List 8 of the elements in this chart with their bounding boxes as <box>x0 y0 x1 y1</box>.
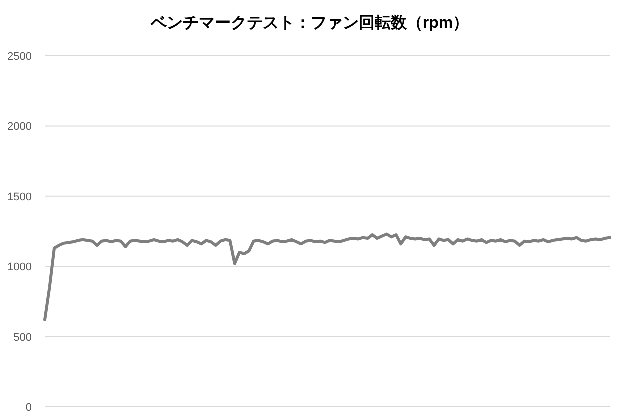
y-tick-label: 1000 <box>8 262 32 274</box>
y-tick-label: 2500 <box>8 51 32 63</box>
y-tick-label: 1500 <box>8 191 32 204</box>
y-tick-label: 0 <box>26 402 32 414</box>
chart-title: ベンチマークテスト：ファン回転数（rpm） <box>150 14 470 32</box>
y-tick-label: 2000 <box>8 121 32 134</box>
y-tick-label: 500 <box>14 332 32 344</box>
line-series <box>44 232 612 322</box>
